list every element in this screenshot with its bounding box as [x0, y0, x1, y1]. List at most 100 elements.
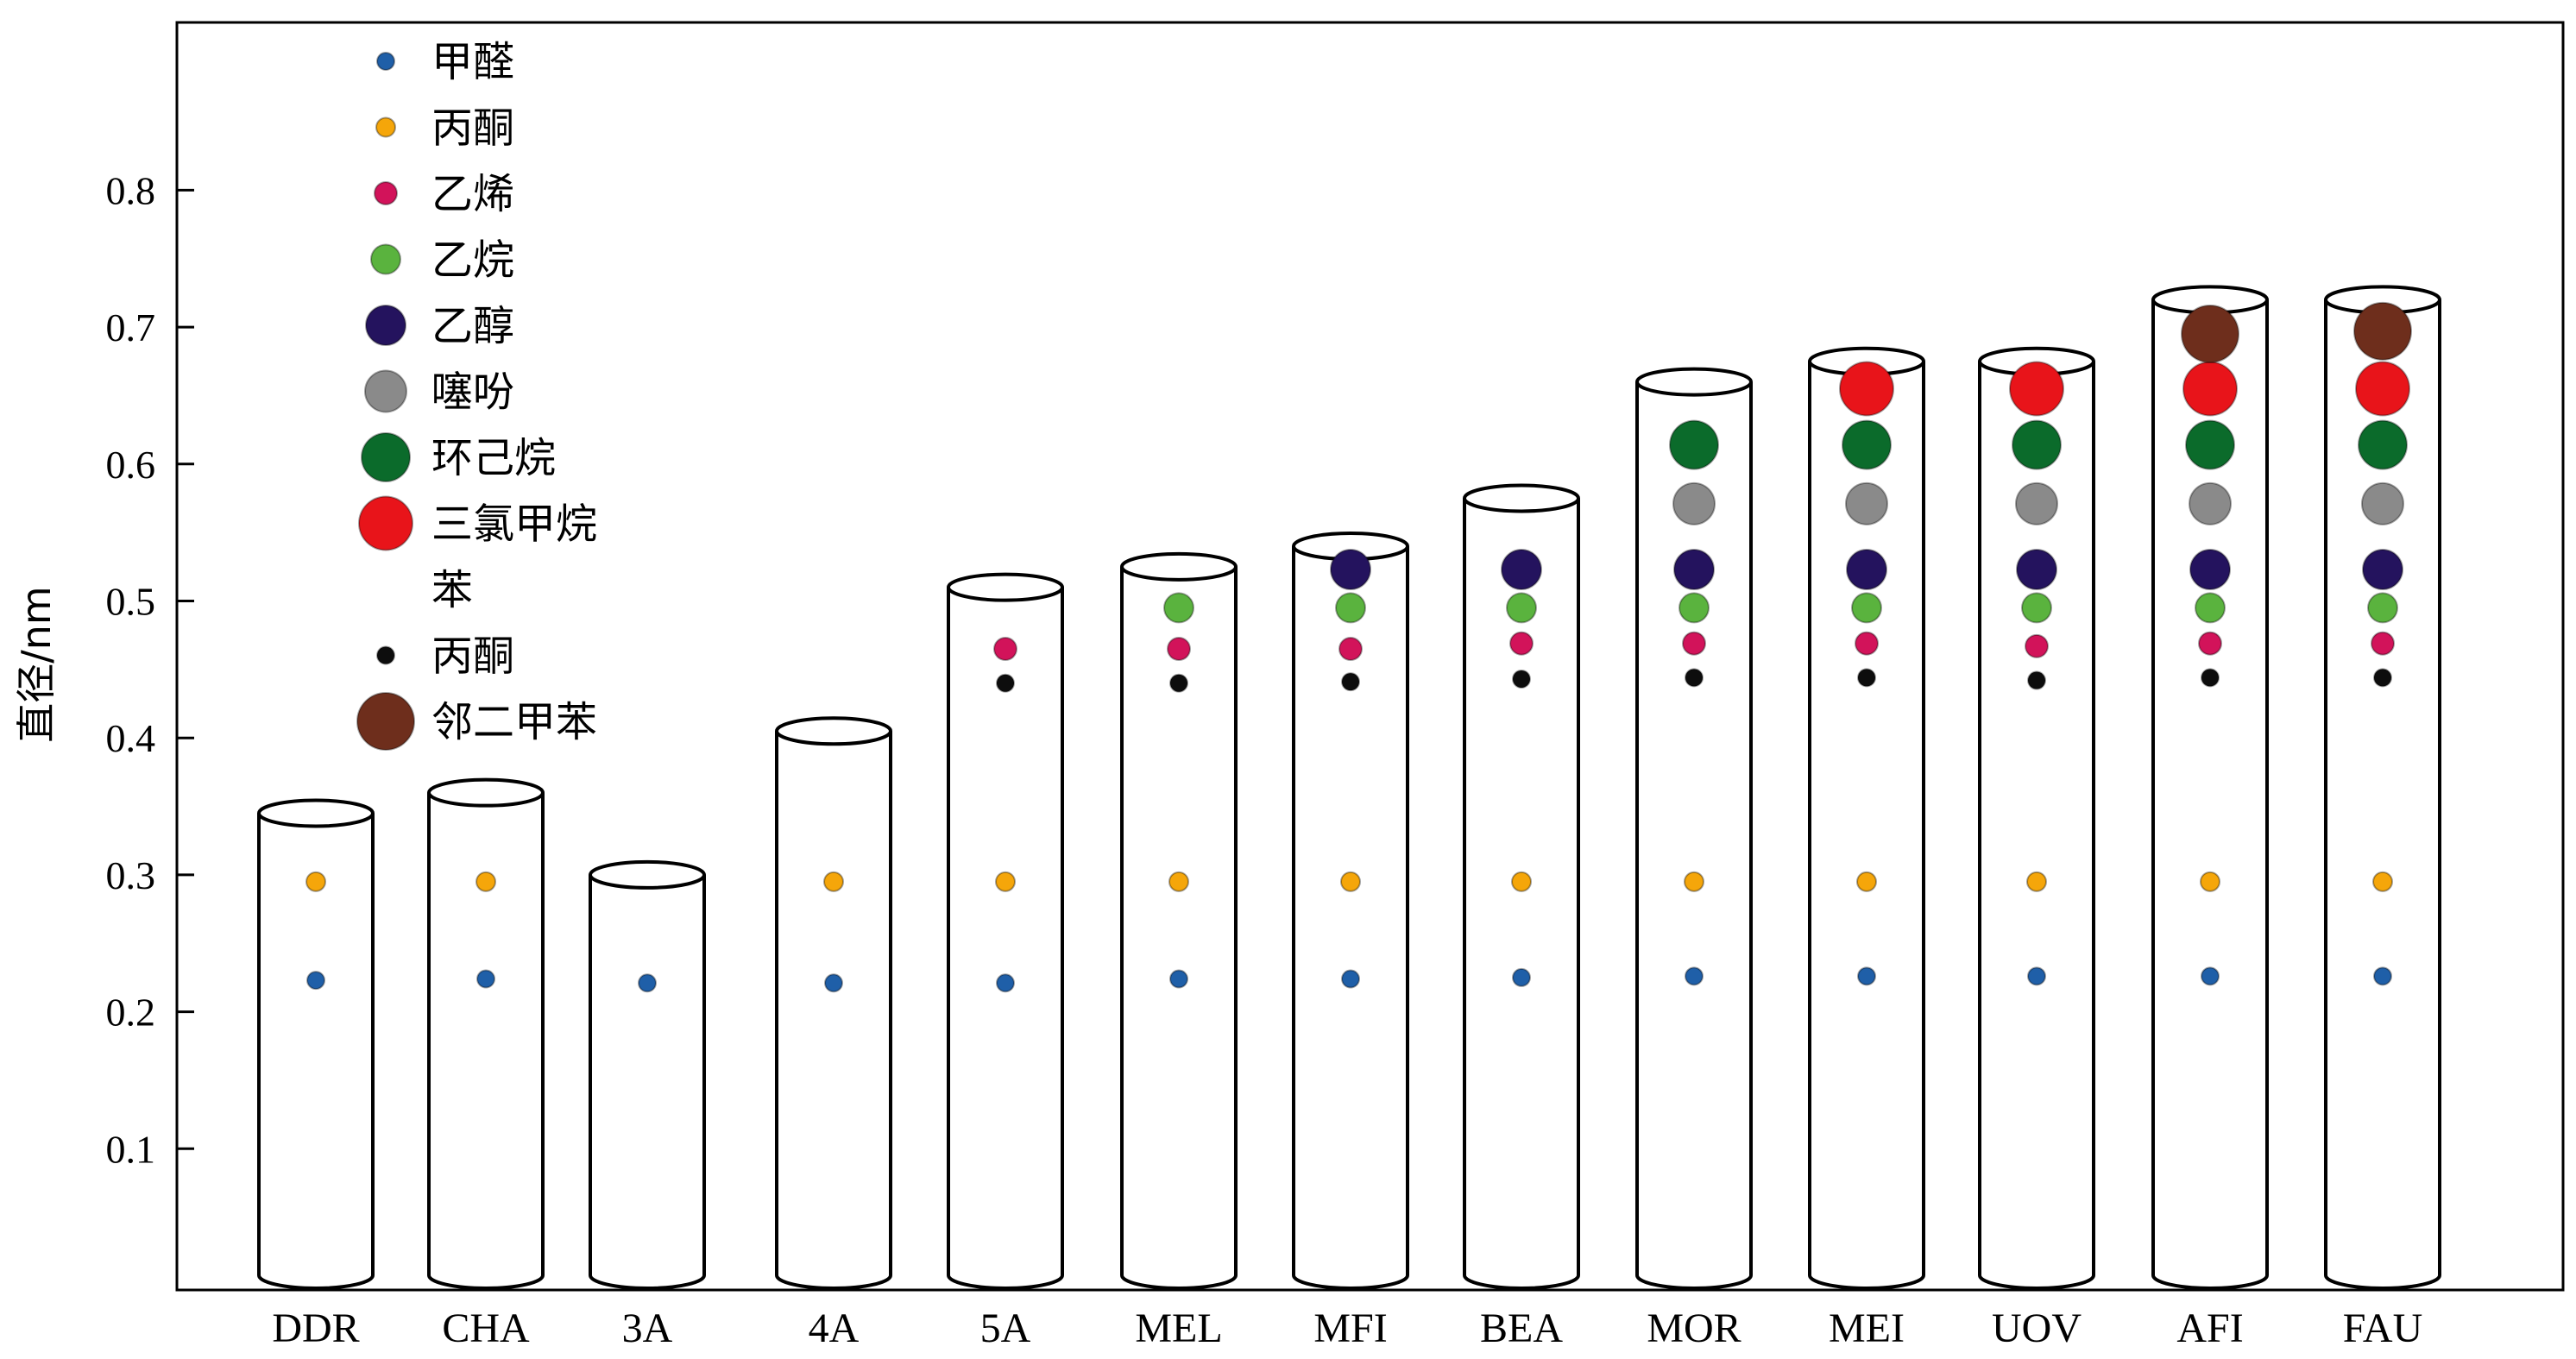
point-series-3-mfi — [1335, 592, 1366, 624]
point-series-0-4a — [824, 973, 843, 993]
point-series-2-afi — [2198, 631, 2222, 656]
pore-cylinder-cha — [427, 777, 545, 1290]
cylinder-body — [1808, 361, 1925, 1290]
point-series-1-fau — [2372, 871, 2393, 892]
cylinder-cap — [947, 572, 1064, 602]
point-series-10-fau — [2353, 301, 2412, 361]
point-series-3-mei — [1851, 592, 1882, 624]
pore-cylinder-bea — [1463, 483, 1580, 1290]
legend-label: 噻吩 — [431, 368, 514, 417]
pore-cylinder-mei — [1808, 346, 1925, 1290]
point-series-5-fau — [2361, 481, 2404, 525]
point-series-5-mor — [1672, 481, 1716, 525]
point-series-1-mor — [1684, 871, 1704, 892]
pore-cylinder-fau — [2324, 285, 2441, 1290]
point-series-6-fau — [2358, 419, 2408, 470]
point-series-2-mor — [1682, 631, 1706, 656]
legend-label: 环己烷 — [431, 434, 556, 482]
cylinder-cap — [427, 777, 545, 808]
legend-marker — [356, 692, 415, 751]
y-tick-label: 0.7 — [106, 305, 156, 349]
point-series-9-afi — [2201, 668, 2220, 688]
y-tick-label: 0.8 — [106, 168, 156, 212]
point-series-4-mfi — [1330, 548, 1371, 590]
x-tick-label: CHA — [442, 1306, 530, 1351]
pore-cylinder-ddr — [257, 798, 375, 1290]
x-tick-label: DDR — [272, 1306, 359, 1351]
y-tick-label: 0.5 — [106, 580, 156, 624]
point-series-2-mei — [1855, 631, 1879, 656]
point-series-0-afi — [2201, 966, 2220, 986]
y-axis: 0.1 0.2 0.3 0.4 0.5 0.6 0.7 0.8 — [106, 168, 194, 1171]
cylinder-cap — [1463, 483, 1580, 513]
point-series-1-afi — [2200, 871, 2220, 892]
cylinder-body — [1292, 546, 1409, 1290]
x-tick-label: MEI — [1829, 1306, 1905, 1351]
legend-marker — [376, 645, 395, 665]
point-series-6-afi — [2185, 419, 2235, 470]
y-axis-label: 直径/nm — [13, 586, 60, 742]
cylinder-body — [1978, 361, 2095, 1290]
pore-cylinder-afi — [2151, 285, 2269, 1290]
point-series-5-mei — [1845, 481, 1888, 525]
y-tick-label: 0.1 — [106, 1127, 156, 1171]
point-series-1-mfi — [1340, 871, 1361, 892]
y-tick-label: 0.3 — [106, 853, 156, 897]
point-series-2-uov — [2025, 633, 2049, 658]
point-series-0-uov — [2027, 966, 2046, 986]
point-series-9-mel — [1169, 673, 1188, 693]
point-series-2-bea — [1509, 631, 1534, 656]
cylinder-body — [589, 874, 706, 1290]
legend-label: 丙酮 — [431, 104, 514, 153]
cylinder-body — [1120, 566, 1238, 1290]
point-series-7-mei — [1839, 361, 1894, 417]
point-series-1-4a — [823, 871, 844, 892]
pore-cylinder-mel — [1120, 551, 1238, 1290]
cylinder-body — [2324, 299, 2441, 1290]
point-series-3-uov — [2021, 592, 2052, 624]
point-series-4-afi — [2189, 548, 2231, 590]
pore-cylinder-mor — [1635, 367, 1753, 1290]
point-series-1-uov — [2026, 871, 2047, 892]
point-series-2-mfi — [1338, 637, 1363, 662]
x-tick-label: 4A — [809, 1306, 860, 1351]
point-series-2-5a — [993, 637, 1017, 662]
cylinder-body — [2151, 299, 2269, 1290]
point-series-9-fau — [2373, 668, 2392, 688]
point-series-4-bea — [1501, 548, 1542, 590]
point-series-6-mei — [1842, 419, 1892, 470]
point-series-1-cha — [476, 871, 496, 892]
point-series-1-ddr — [305, 871, 326, 892]
point-series-3-bea — [1506, 592, 1537, 624]
point-series-0-ddr — [306, 971, 325, 991]
cylinder-cap — [1635, 367, 1753, 397]
cylinder-body — [947, 587, 1064, 1290]
point-series-4-mor — [1673, 548, 1715, 590]
cylinder-body — [257, 813, 375, 1290]
cylinder-body — [427, 792, 545, 1290]
point-series-6-uov — [2012, 419, 2062, 470]
pore-cylinders — [257, 285, 2441, 1290]
point-series-7-fau — [2355, 361, 2410, 417]
point-series-5-afi — [2189, 481, 2232, 525]
legend-marker — [358, 495, 413, 551]
point-series-1-mel — [1168, 871, 1189, 892]
cylinder-cap — [1120, 551, 1238, 582]
plot-frame — [175, 21, 2565, 1292]
x-tick-label: BEA — [1480, 1306, 1563, 1351]
point-series-4-fau — [2362, 548, 2403, 590]
point-series-0-mor — [1685, 966, 1704, 986]
pore-cylinder-3a — [589, 859, 706, 1290]
cylinder-body — [1463, 498, 1580, 1290]
x-tick-label: 5A — [980, 1306, 1031, 1351]
legend-label: 邻二甲苯 — [431, 698, 597, 746]
point-series-9-bea — [1512, 669, 1531, 689]
y-tick-label: 0.2 — [106, 991, 156, 1035]
point-series-6-mor — [1669, 419, 1719, 470]
point-series-0-mei — [1857, 966, 1876, 986]
point-series-2-mel — [1167, 637, 1191, 662]
legend-marker — [365, 305, 406, 346]
point-series-0-bea — [1512, 967, 1531, 987]
point-series-0-mfi — [1341, 969, 1360, 989]
